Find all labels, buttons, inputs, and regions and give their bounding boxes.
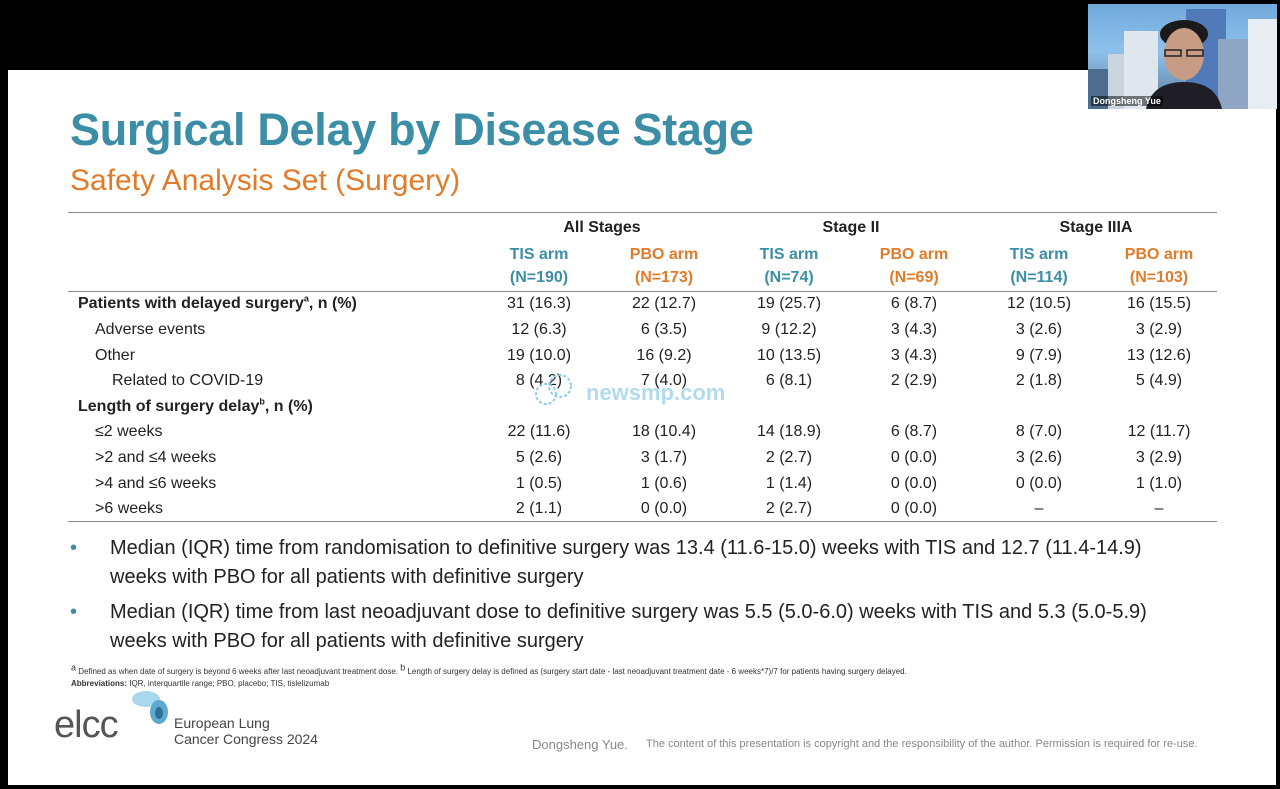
table-row: ≤2 weeks 22 (11.6) 18 (10.4) 14 (18.9) 6… [8, 423, 1276, 448]
lung-logo-icon [132, 691, 168, 724]
watermark-text: newsmp.com [586, 380, 726, 405]
cell: 10 (13.5) [756, 347, 822, 364]
cell: 12 (11.7) [1127, 423, 1191, 440]
group-header-all-stages: All Stages [563, 219, 641, 236]
table-row: Related to COVID-19 8 (4.2) 7 (4.0) 6 (8… [8, 372, 1276, 397]
cell: – [1034, 500, 1044, 517]
cell: 2 (1.1) [515, 500, 563, 517]
row-label: >4 and ≤6 weeks [95, 475, 217, 492]
participant-video-icon [1146, 20, 1222, 109]
elcc-logo: elcc [52, 690, 172, 750]
cell: 3 (2.9) [1135, 321, 1183, 338]
cell: 5 (4.9) [1135, 372, 1183, 389]
watermark-logo-icon [535, 374, 572, 405]
row-label: Related to COVID-19 [112, 372, 264, 389]
arm-header: TIS arm (N=190) [509, 246, 569, 286]
cell: 0 (0.0) [890, 475, 938, 492]
cell: 22 (12.7) [631, 295, 697, 312]
cell: 3 (2.6) [1015, 449, 1063, 466]
cell: 0 (0.0) [890, 500, 938, 517]
cell: 19 (10.0) [506, 347, 572, 364]
cell: 19 (25.7) [756, 295, 822, 312]
cell: 22 (11.6) [507, 423, 571, 440]
cell: 3 (2.9) [1135, 449, 1183, 466]
arm-header: TIS arm (N=74) [759, 246, 819, 286]
cell: 2 (2.9) [890, 372, 938, 389]
footnote-definitions: a Defined as when date of surgery is bey… [71, 662, 907, 676]
cell: 16 (15.5) [1126, 295, 1192, 312]
bullet-list: • Median (IQR) time from randomisation t… [70, 534, 1190, 662]
row-label: Patients with delayed surgerya, n (%) [78, 293, 357, 312]
presenter-name: Dongsheng Yue. [532, 737, 628, 752]
presentation-slide: Surgical Delay by Disease Stage Safety A… [8, 70, 1276, 785]
participant-name-label: Dongsheng Yue [1091, 96, 1163, 106]
cell: – [1154, 500, 1164, 517]
row-label: ≤2 weeks [95, 423, 163, 440]
cell: 2 (2.7) [765, 449, 813, 466]
slide-title: Surgical Delay by Disease Stage [70, 104, 754, 155]
cell: 18 (10.4) [631, 423, 697, 440]
bullet-dot-icon: • [70, 537, 78, 559]
cell: 3 (4.3) [890, 321, 938, 338]
cell: 3 (4.3) [890, 347, 938, 364]
congress-name: European Lung Cancer Congress 2024 [174, 715, 318, 747]
arm-header: PBO arm (N=69) [879, 246, 949, 286]
cell: 14 (18.9) [756, 423, 822, 440]
cell: 1 (0.5) [515, 475, 563, 492]
cell: 5 (2.6) [515, 449, 563, 466]
cell: 1 (0.6) [640, 475, 688, 492]
table-row: Other 19 (10.0) 16 (9.2) 10 (13.5) 3 (4.… [8, 347, 1276, 372]
cell: 12 (10.5) [1006, 295, 1072, 312]
cell: 6 (8.7) [890, 295, 938, 312]
table-top-rule [68, 212, 1217, 213]
logo-wordmark: elcc [54, 704, 119, 746]
webcam-thumbnail[interactable]: Dongsheng Yue [1088, 4, 1277, 109]
cell: 3 (1.7) [640, 449, 688, 466]
cell: 2 (2.7) [765, 500, 813, 517]
cell: 16 (9.2) [636, 347, 692, 364]
cell: 13 (12.6) [1126, 347, 1192, 364]
cell: 12 (6.3) [511, 321, 567, 338]
bullet-item: • Median (IQR) time from last neoadjuvan… [70, 598, 1190, 656]
table-row: >4 and ≤6 weeks 1 (0.5) 1 (0.6) 1 (1.4) … [8, 475, 1276, 500]
cell: 3 (2.6) [1015, 321, 1063, 338]
row-label: Adverse events [95, 321, 206, 338]
cell: 2 (1.8) [1015, 372, 1063, 389]
table-bottom-rule [68, 521, 1217, 522]
arm-header: TIS arm (N=114) [1009, 246, 1069, 286]
cell: 6 (8.1) [765, 372, 813, 389]
footnote-abbreviations: Abbreviations: IQR, interquartile range;… [71, 679, 330, 688]
arm-header: PBO arm (N=173) [629, 246, 699, 286]
table-row: Length of surgery delayb, n (%) [8, 396, 1276, 423]
cell: 6 (8.7) [890, 423, 938, 440]
cell: 31 (16.3) [506, 295, 572, 312]
cell: 9 (12.2) [761, 321, 817, 338]
group-header-stage-ii: Stage II [822, 219, 880, 236]
table-row: Patients with delayed surgerya, n (%) 31… [8, 293, 1276, 320]
cell: 0 (0.0) [640, 500, 688, 517]
cell: 7 (4.0) [640, 372, 688, 389]
cell: 1 (1.0) [1135, 475, 1183, 492]
row-label: >2 and ≤4 weeks [95, 449, 217, 466]
cell: 9 (7.9) [1015, 347, 1063, 364]
arm-header: PBO arm (N=103) [1124, 246, 1194, 286]
bullet-item: • Median (IQR) time from randomisation t… [70, 534, 1190, 592]
cell: 0 (0.0) [1015, 475, 1063, 492]
table-header-rule [68, 291, 1217, 292]
cell: 6 (3.5) [640, 321, 688, 338]
slide-subtitle: Safety Analysis Set (Surgery) [70, 164, 461, 197]
copyright-notice: The content of this presentation is copy… [646, 738, 1198, 750]
table-row: >6 weeks 2 (1.1) 0 (0.0) 2 (2.7) 0 (0.0)… [8, 500, 1276, 525]
group-header-stage-iiia: Stage IIIA [1059, 219, 1133, 236]
table-row: >2 and ≤4 weeks 5 (2.6) 3 (1.7) 2 (2.7) … [8, 449, 1276, 474]
cell: 8 (7.0) [1015, 423, 1063, 440]
row-label: Length of surgery delayb, n (%) [78, 396, 313, 415]
table-row: Adverse events 12 (6.3) 6 (3.5) 9 (12.2)… [8, 321, 1276, 346]
bullet-dot-icon: • [70, 601, 78, 623]
row-label: Other [95, 347, 136, 364]
row-label: >6 weeks [95, 500, 164, 517]
watermark: newsmp.com [528, 372, 725, 421]
cell: 1 (1.4) [765, 475, 813, 492]
cell: 0 (0.0) [890, 449, 938, 466]
